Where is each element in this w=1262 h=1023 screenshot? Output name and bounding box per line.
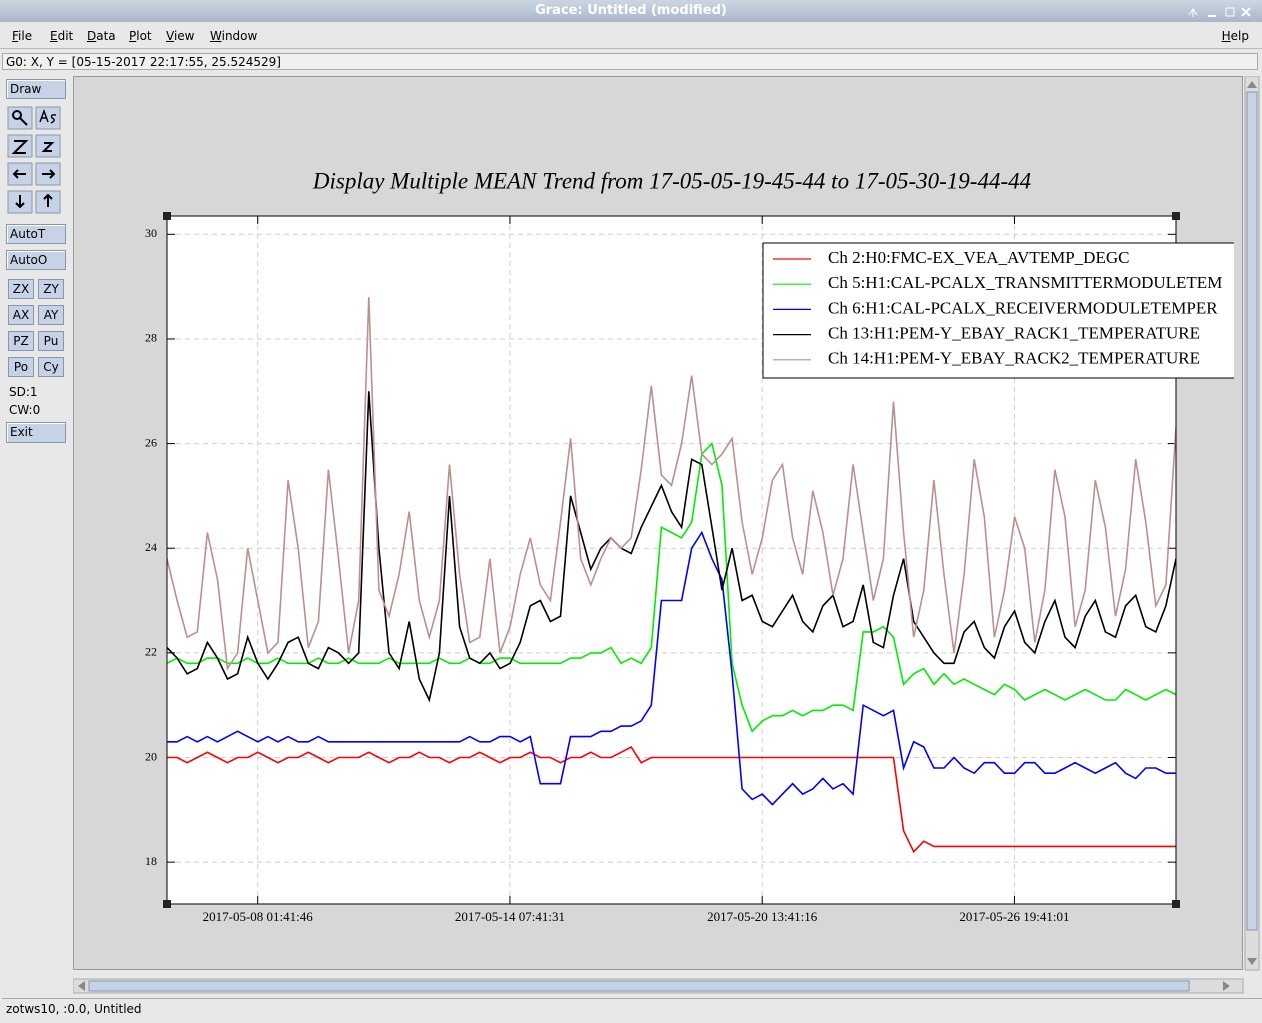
legend-label: Ch 14:H1:PEM-Y_EBAY_RACK2_TEMPERATURE xyxy=(828,349,1200,368)
series-line xyxy=(167,391,1176,703)
vertical-scrollbar[interactable] xyxy=(1244,76,1260,972)
x-tick-label: 2017-05-14 07:41:31 xyxy=(455,909,565,924)
zoom-z-button[interactable] xyxy=(7,134,33,158)
y-tick-label: 28 xyxy=(145,331,157,345)
status-bar: zotws10, :0.0, Untitled xyxy=(2,998,1262,1019)
tool-button[interactable]: PZ xyxy=(8,331,34,351)
tool-icons xyxy=(7,106,61,214)
tool-button[interactable]: Pu xyxy=(38,331,64,351)
menu-item[interactable]: Window xyxy=(210,29,258,43)
tool-button[interactable]: Cy xyxy=(38,357,64,377)
plot-frame xyxy=(166,215,1177,905)
tool-button[interactable]: Po xyxy=(8,357,34,377)
auto-button[interactable]: AutoO xyxy=(6,250,66,270)
title-bar: Grace: Untitled (modified) xyxy=(0,0,1262,22)
y-tick-label: 26 xyxy=(145,435,157,449)
x-tick-label: 2017-05-08 01:41:46 xyxy=(203,909,314,924)
x-tick-label: 2017-05-26 19:41:01 xyxy=(959,909,1069,924)
menu-item[interactable]: File xyxy=(12,29,33,43)
menu-item[interactable]: View xyxy=(166,29,195,43)
cw-label: CW:0 xyxy=(9,403,41,417)
legend-box xyxy=(762,242,1234,379)
series-line xyxy=(167,441,1176,733)
x-tick-label: 2017-05-20 13:41:16 xyxy=(707,909,818,924)
legend-label: Ch 13:H1:PEM-Y_EBAY_RACK1_TEMPERATURE xyxy=(828,324,1200,343)
legend-label: Ch 6:H1:CAL-PCALX_RECEIVERMODULETEMPER xyxy=(828,298,1218,317)
menu-bar: File Edit Data Plot View Window Help xyxy=(0,24,1262,49)
y-tick-label: 24 xyxy=(145,540,157,554)
selection-handles xyxy=(163,212,1180,908)
y-tick-label: 20 xyxy=(145,749,157,763)
window-controls[interactable] xyxy=(1186,4,1256,20)
menu-item[interactable]: Data xyxy=(87,29,116,43)
legend-label: Ch 2:H0:FMC-EX_VEA_AVTEMP_DEGC xyxy=(828,248,1129,267)
zoom-icon-button[interactable] xyxy=(7,106,33,130)
right-button[interactable] xyxy=(35,162,61,186)
draw-button[interactable]: Draw xyxy=(6,79,66,99)
locator: G0: X, Y = [05-15-2017 22:17:55, 25.5245… xyxy=(2,53,1258,70)
y-tick-label: 30 xyxy=(145,226,157,240)
chart-title: Display Multiple MEAN Trend from 17-05-0… xyxy=(312,168,1031,193)
menu-item[interactable]: Edit xyxy=(50,29,74,43)
menu-item[interactable]: Help xyxy=(1221,29,1249,43)
shrink-z-button[interactable] xyxy=(35,134,61,158)
tool-button[interactable]: AY xyxy=(38,305,64,325)
series-line xyxy=(167,745,1176,854)
left-button[interactable] xyxy=(7,162,33,186)
tool-button[interactable]: ZX xyxy=(8,279,34,299)
exit-button[interactable]: Exit xyxy=(6,422,66,443)
y-tick-label: 18 xyxy=(145,854,157,868)
tool-button[interactable]: AX xyxy=(8,305,34,325)
y-tick-label: 22 xyxy=(145,645,157,659)
series-line xyxy=(167,297,1176,671)
legend-label: Ch 5:H1:CAL-PCALX_TRANSMITTERMODULETEM xyxy=(828,273,1222,292)
menu-item[interactable]: Plot xyxy=(129,29,152,43)
toolbar: Draw AutoT AutoO ZX ZY AX AY PZ Pu Po Cy SD:1 CW:0 Ex… xyxy=(0,75,70,970)
sd-label: SD:1 xyxy=(9,385,38,399)
tool-button[interactable]: ZY xyxy=(38,279,64,299)
series-line xyxy=(167,530,1176,806)
down-button[interactable] xyxy=(7,190,33,214)
up-button[interactable] xyxy=(35,190,61,214)
text-icon-button[interactable] xyxy=(35,106,61,130)
auto-button[interactable]: AutoT xyxy=(6,224,66,244)
horizontal-scrollbar[interactable] xyxy=(73,978,1245,994)
